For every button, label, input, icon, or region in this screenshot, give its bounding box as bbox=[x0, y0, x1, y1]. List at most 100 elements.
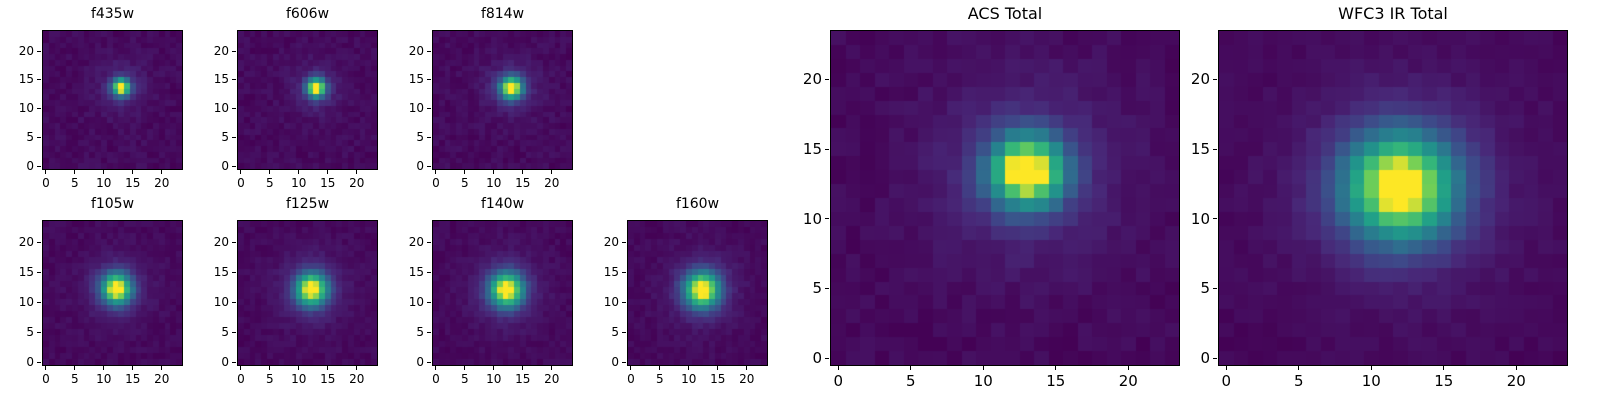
panel-title-acs-total: ACS Total bbox=[967, 4, 1043, 23]
y-tick-label-f105w: 0 bbox=[26, 354, 34, 369]
y-tick-mark-f606w bbox=[232, 165, 236, 167]
y-tick-label-acs-total: 10 bbox=[802, 209, 822, 228]
plot-area-acs-total bbox=[830, 30, 1180, 366]
x-tick-label-f606w: 5 bbox=[266, 176, 274, 190]
y-tick-label-f140w: 15 bbox=[408, 264, 424, 279]
plot-area-f435w bbox=[42, 30, 183, 170]
x-tick-mark-f606w bbox=[240, 170, 242, 174]
panel-title-f140w: f140w bbox=[480, 196, 525, 212]
x-tick-mark-f814w bbox=[493, 170, 495, 174]
y-tick-mark-f105w bbox=[37, 331, 41, 333]
x-tick-mark-f105w bbox=[74, 366, 76, 370]
x-tick-mark-f814w bbox=[464, 170, 466, 174]
x-tick-label-f160w: 20 bbox=[739, 372, 755, 386]
y-tick-label-f435w: 20 bbox=[18, 43, 34, 58]
x-tick-label-f160w: 10 bbox=[681, 372, 697, 386]
y-tick-label-f814w: 20 bbox=[408, 43, 424, 58]
y-tick-mark-f125w bbox=[232, 301, 236, 303]
x-tick-label-acs-total: 15 bbox=[1046, 372, 1066, 390]
x-tick-mark-acs-total bbox=[837, 366, 839, 370]
panel-title-f814w: f814w bbox=[480, 6, 525, 22]
x-tick-label-f606w: 15 bbox=[320, 176, 336, 190]
x-tick-label-f140w: 10 bbox=[486, 372, 502, 386]
plot-area-wfc3-ir-total bbox=[1218, 30, 1568, 366]
y-tick-mark-f105w bbox=[37, 301, 41, 303]
y-tick-mark-f814w bbox=[427, 136, 431, 138]
y-tick-label-f435w: 5 bbox=[26, 129, 34, 144]
x-tick-label-f606w: 10 bbox=[291, 176, 307, 190]
y-tick-label-acs-total: 20 bbox=[802, 70, 822, 89]
y-tick-mark-acs-total bbox=[825, 148, 829, 150]
y-tick-mark-f160w bbox=[622, 301, 626, 303]
x-tick-label-wfc3-ir-total: 15 bbox=[1434, 372, 1454, 390]
y-tick-label-f125w: 5 bbox=[221, 324, 229, 339]
x-tick-mark-f160w bbox=[717, 366, 719, 370]
y-tick-label-wfc3-ir-total: 10 bbox=[1190, 209, 1210, 228]
x-tick-mark-f125w bbox=[327, 366, 329, 370]
x-tick-mark-acs-total bbox=[982, 366, 984, 370]
x-tick-mark-acs-total bbox=[1055, 366, 1057, 370]
y-tick-label-wfc3-ir-total: 5 bbox=[1200, 279, 1210, 298]
x-tick-mark-f105w bbox=[132, 366, 134, 370]
x-tick-label-f435w: 20 bbox=[154, 176, 170, 190]
y-tick-mark-f435w bbox=[37, 165, 41, 167]
x-tick-mark-f125w bbox=[298, 366, 300, 370]
x-tick-mark-f140w bbox=[493, 366, 495, 370]
y-tick-label-f435w: 0 bbox=[26, 158, 34, 173]
plot-area-f160w bbox=[627, 220, 768, 366]
x-tick-mark-f160w bbox=[746, 366, 748, 370]
y-tick-label-f606w: 20 bbox=[213, 43, 229, 58]
x-tick-label-f125w: 20 bbox=[349, 372, 365, 386]
x-tick-label-f606w: 20 bbox=[349, 176, 365, 190]
x-tick-mark-f160w bbox=[688, 366, 690, 370]
y-tick-label-f814w: 5 bbox=[416, 129, 424, 144]
heatmap-canvas-f125w bbox=[238, 221, 377, 365]
heatmap-canvas-f606w bbox=[238, 31, 377, 169]
x-tick-label-wfc3-ir-total: 5 bbox=[1293, 372, 1304, 390]
x-tick-mark-f140w bbox=[435, 366, 437, 370]
heatmap-canvas-f160w bbox=[628, 221, 767, 365]
y-tick-label-f160w: 10 bbox=[603, 294, 619, 309]
x-tick-label-f105w: 5 bbox=[71, 372, 79, 386]
panel-title-wfc3-ir-total: WFC3 IR Total bbox=[1338, 4, 1448, 23]
y-tick-mark-acs-total bbox=[825, 218, 829, 220]
x-tick-mark-f125w bbox=[240, 366, 242, 370]
x-tick-label-f814w: 20 bbox=[544, 176, 560, 190]
x-tick-label-f814w: 5 bbox=[461, 176, 469, 190]
y-tick-label-wfc3-ir-total: 20 bbox=[1190, 70, 1210, 89]
x-tick-label-f125w: 15 bbox=[320, 372, 336, 386]
y-tick-mark-f814w bbox=[427, 165, 431, 167]
y-tick-mark-f814w bbox=[427, 108, 431, 110]
x-tick-mark-f435w bbox=[103, 170, 105, 174]
x-tick-mark-f606w bbox=[298, 170, 300, 174]
x-tick-label-wfc3-ir-total: 0 bbox=[1221, 372, 1232, 390]
heatmap-canvas-f435w bbox=[43, 31, 182, 169]
y-tick-mark-f435w bbox=[37, 79, 41, 81]
x-tick-mark-f160w bbox=[659, 366, 661, 370]
x-tick-mark-wfc3-ir-total bbox=[1443, 366, 1445, 370]
heatmap-canvas-acs-total bbox=[831, 31, 1179, 365]
y-tick-mark-f435w bbox=[37, 136, 41, 138]
y-tick-mark-acs-total bbox=[825, 287, 829, 289]
x-tick-mark-f125w bbox=[356, 366, 358, 370]
y-tick-mark-f814w bbox=[427, 79, 431, 81]
plot-area-f140w bbox=[432, 220, 573, 366]
x-tick-label-f160w: 5 bbox=[656, 372, 664, 386]
x-tick-mark-f435w bbox=[161, 170, 163, 174]
x-tick-label-f435w: 10 bbox=[96, 176, 112, 190]
y-tick-mark-f160w bbox=[622, 361, 626, 363]
x-tick-mark-f435w bbox=[45, 170, 47, 174]
x-tick-label-f140w: 15 bbox=[515, 372, 531, 386]
x-tick-mark-f160w bbox=[630, 366, 632, 370]
y-tick-label-f105w: 10 bbox=[18, 294, 34, 309]
y-tick-label-f160w: 0 bbox=[611, 354, 619, 369]
y-tick-mark-f606w bbox=[232, 50, 236, 52]
x-tick-label-f435w: 15 bbox=[125, 176, 141, 190]
heatmap-canvas-wfc3-ir-total bbox=[1219, 31, 1567, 365]
x-tick-label-f435w: 0 bbox=[42, 176, 50, 190]
